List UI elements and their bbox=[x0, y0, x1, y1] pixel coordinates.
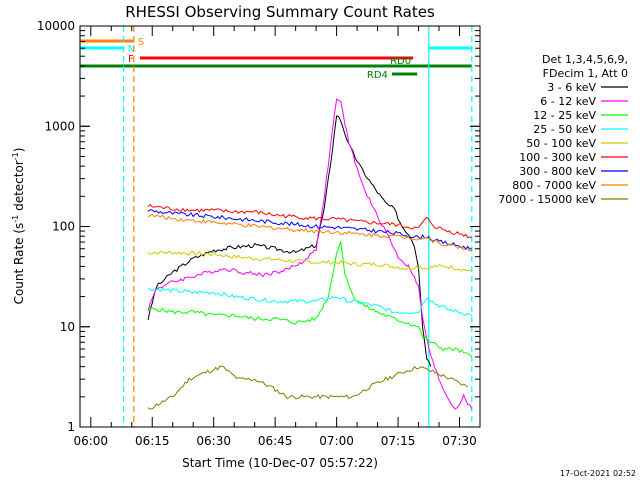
y-tick-label-1: 1 bbox=[67, 420, 75, 434]
y-axis-label-mid: detector bbox=[12, 160, 26, 215]
y-axis: 1 10 100 1000 10000 bbox=[37, 19, 480, 434]
legend-label-2: 6 - 12 keV bbox=[540, 95, 596, 108]
legend-label-8: 800 - 7000 keV bbox=[512, 179, 596, 192]
legend: Det 1,3,4,5,6,9, FDecim 1, Att 0 3 - 6 k… bbox=[498, 53, 628, 206]
series-line-1 bbox=[147, 115, 432, 367]
series-line-7 bbox=[147, 209, 472, 250]
legend-header-line-2: FDecim 1, Att 0 bbox=[543, 67, 628, 80]
series-line-3 bbox=[147, 241, 473, 358]
flag-label-s: S bbox=[138, 37, 144, 48]
vlines-layer bbox=[79, 26, 473, 427]
series-line-2 bbox=[147, 98, 473, 410]
y-tick-label-4: 1000 bbox=[44, 119, 75, 133]
x-tick-label-7: 07:30 bbox=[442, 434, 477, 448]
y-tick-label-2: 10 bbox=[60, 320, 75, 334]
legend-label-6: 100 - 300 keV bbox=[519, 151, 596, 164]
series-line-6 bbox=[147, 203, 472, 239]
legend-header-line-1: Det 1,3,4,5,6,9, bbox=[542, 53, 628, 66]
flag-label-rd4: RD4 bbox=[367, 70, 388, 81]
legend-label-5: 50 - 100 keV bbox=[526, 137, 596, 150]
x-axis: 06:00 06:15 06:30 06:45 07:00 07:15 07:30 bbox=[73, 26, 481, 448]
y-axis-label-main: Count Rate (s bbox=[12, 223, 26, 305]
series-layer bbox=[147, 98, 473, 410]
y-tick-label-3: 100 bbox=[52, 220, 75, 234]
series-line-4 bbox=[147, 287, 473, 316]
legend-label-7: 300 - 800 keV bbox=[519, 165, 596, 178]
x-tick-label-3: 06:30 bbox=[196, 434, 231, 448]
y-axis-label-sup2: -1 bbox=[11, 152, 20, 160]
y-axis-label-end: ) bbox=[12, 148, 26, 153]
legend-label-4: 25 - 50 keV bbox=[533, 123, 596, 136]
legend-label-3: 12 - 25 keV bbox=[533, 109, 596, 122]
y-axis-label-sup1: -1 bbox=[11, 215, 20, 223]
series-line-5 bbox=[147, 250, 472, 272]
flag-label-rd0: RD0 bbox=[390, 56, 411, 67]
flag-label-f: F bbox=[128, 54, 134, 65]
chart-title: RHESSI Observing Summary Count Rates bbox=[125, 3, 435, 21]
x-tick-label-2: 06:15 bbox=[135, 434, 170, 448]
x-axis-label: Start Time (10-Dec-07 05:57:22) bbox=[182, 456, 378, 470]
flag-label-n: N bbox=[128, 44, 135, 55]
x-tick-label-4: 06:45 bbox=[258, 434, 293, 448]
series-line-9 bbox=[147, 365, 469, 410]
footer-timestamp: 17-Oct-2021 02:52 bbox=[560, 469, 636, 478]
x-tick-label-5: 07:00 bbox=[319, 434, 354, 448]
x-tick-label-6: 07:15 bbox=[381, 434, 416, 448]
series-line-8 bbox=[147, 213, 472, 252]
y-tick-label-5: 10000 bbox=[37, 19, 75, 33]
legend-label-1: 3 - 6 keV bbox=[547, 81, 596, 94]
y-axis-label: Count Rate (s-1 detector-1) bbox=[11, 148, 26, 305]
x-tick-label-1: 06:00 bbox=[73, 434, 108, 448]
legend-label-9: 7000 - 15000 keV bbox=[498, 193, 596, 206]
